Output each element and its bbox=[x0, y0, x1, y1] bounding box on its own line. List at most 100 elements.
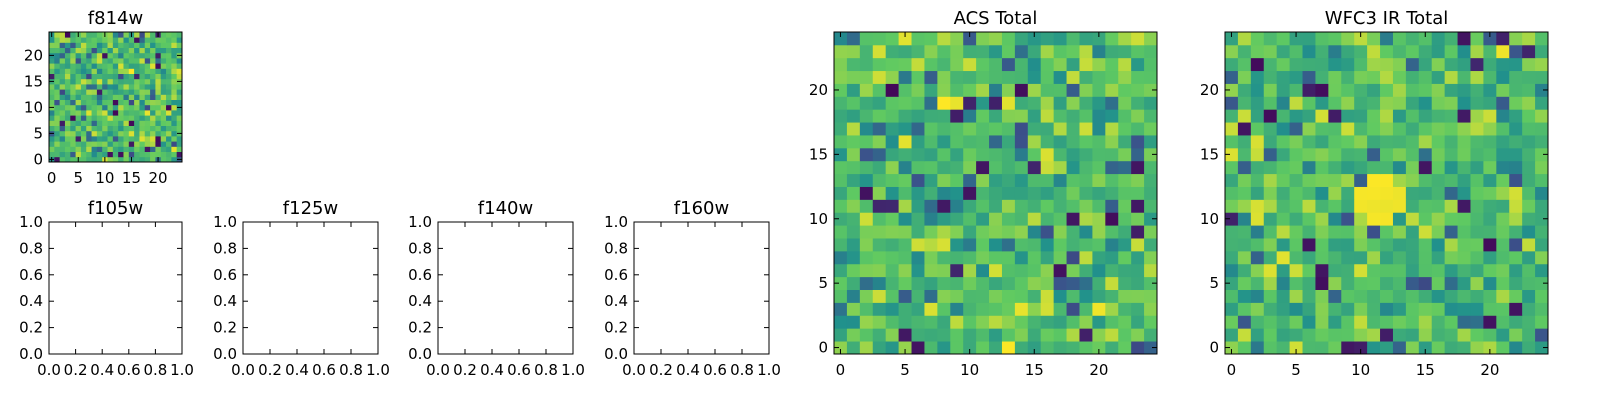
heatmap-cell bbox=[134, 58, 140, 64]
heatmap-cell bbox=[1302, 160, 1316, 175]
heatmap-cell bbox=[86, 110, 92, 116]
heatmap-cell bbox=[70, 151, 76, 158]
heatmap-cell bbox=[1144, 302, 1158, 316]
heatmap-cell bbox=[54, 73, 61, 80]
heatmap-cell bbox=[1263, 96, 1278, 110]
heatmap-cell bbox=[70, 84, 76, 90]
heatmap-cell bbox=[1444, 341, 1458, 355]
heatmap-cell bbox=[950, 109, 964, 123]
heatmap-cell bbox=[1328, 122, 1342, 136]
heatmap-cell bbox=[86, 99, 92, 106]
heatmap-cell bbox=[1535, 147, 1549, 162]
heatmap-cell bbox=[1457, 173, 1471, 187]
heatmap-cell bbox=[54, 99, 61, 106]
heatmap-cell bbox=[86, 125, 92, 132]
x-tick-label: 5 bbox=[73, 169, 83, 187]
heatmap-cell bbox=[123, 47, 130, 54]
heatmap-cell bbox=[1289, 83, 1303, 97]
heatmap-cell bbox=[1470, 147, 1484, 162]
heatmap-cell bbox=[1276, 225, 1290, 239]
heatmap-cell bbox=[1105, 44, 1119, 59]
heatmap-cell bbox=[1079, 173, 1093, 187]
heatmap-cell bbox=[1496, 96, 1510, 110]
heatmap-cell bbox=[1131, 109, 1145, 123]
heatmap-cell bbox=[1405, 32, 1420, 46]
heatmap-cell bbox=[1092, 225, 1106, 239]
heatmap-cell bbox=[123, 99, 130, 106]
heatmap-cell bbox=[1470, 212, 1484, 226]
heatmap-cell bbox=[1431, 160, 1446, 175]
heatmap-cell bbox=[1118, 57, 1132, 72]
heatmap-cell bbox=[107, 84, 114, 90]
heatmap-cell bbox=[1131, 96, 1145, 110]
heatmap-cell bbox=[1522, 341, 1536, 355]
heatmap-cell bbox=[1263, 160, 1278, 175]
heatmap-cell bbox=[96, 146, 103, 152]
heatmap-cell bbox=[937, 289, 951, 303]
heatmap-cell bbox=[54, 58, 61, 64]
heatmap-cell bbox=[1263, 250, 1278, 265]
y-tick-label: 10 bbox=[809, 210, 828, 228]
heatmap-cell bbox=[1418, 276, 1433, 290]
heatmap-cell bbox=[1079, 225, 1093, 239]
heatmap-cell bbox=[1118, 341, 1132, 355]
heatmap-cell bbox=[1066, 250, 1080, 265]
heatmap-cell bbox=[1483, 160, 1497, 175]
heatmap-cell bbox=[898, 276, 912, 290]
heatmap-cell bbox=[1066, 160, 1080, 175]
heatmap-cell bbox=[1367, 238, 1381, 252]
heatmap-cell bbox=[976, 96, 990, 110]
heatmap-cell bbox=[1418, 135, 1433, 149]
heatmap-cell bbox=[1276, 199, 1290, 213]
heatmap-cell bbox=[1066, 83, 1080, 97]
heatmap-cell bbox=[86, 58, 92, 64]
heatmap-cell bbox=[1431, 96, 1446, 110]
x-tick-label: 15 bbox=[1416, 361, 1435, 379]
heatmap-cell bbox=[1418, 83, 1433, 97]
heatmap-cell bbox=[134, 32, 140, 38]
heatmap-cell bbox=[1118, 44, 1132, 59]
heatmap-cell bbox=[123, 68, 130, 74]
y-tick-label: 0.8 bbox=[604, 239, 628, 257]
heatmap-cell bbox=[96, 130, 103, 137]
heatmap-cell bbox=[75, 115, 82, 121]
x-tick-label: 0.4 bbox=[285, 361, 309, 379]
heatmap-cell bbox=[950, 276, 964, 290]
heatmap-cell bbox=[1079, 315, 1093, 329]
heatmap-cell bbox=[128, 37, 135, 43]
heatmap-cell bbox=[1105, 147, 1119, 162]
heatmap-cell bbox=[950, 302, 964, 316]
heatmap-cell bbox=[1276, 276, 1290, 290]
heatmap-cell bbox=[1354, 250, 1368, 265]
heatmap-cell bbox=[846, 147, 861, 162]
heatmap-cell bbox=[176, 63, 183, 69]
heatmap-cell bbox=[1066, 147, 1080, 162]
heatmap-cell bbox=[1144, 250, 1158, 265]
heatmap-cell bbox=[834, 250, 848, 265]
heatmap-cell bbox=[1341, 250, 1355, 265]
heatmap-cell bbox=[1263, 44, 1278, 59]
heatmap-cell bbox=[1392, 70, 1407, 84]
x-tick-label: 0.0 bbox=[231, 361, 255, 379]
heatmap-cell bbox=[59, 78, 66, 85]
heatmap-cell bbox=[1040, 276, 1055, 290]
heatmap-cell bbox=[989, 96, 1003, 110]
heatmap-cell bbox=[1444, 173, 1458, 187]
heatmap-cell bbox=[1040, 212, 1055, 226]
y-tick-label: 1.0 bbox=[408, 213, 432, 231]
heatmap-cell bbox=[171, 47, 178, 54]
heatmap-cell bbox=[171, 120, 178, 126]
heatmap-cell bbox=[123, 78, 130, 85]
heatmap-cell bbox=[155, 125, 162, 132]
heatmap-cell bbox=[91, 73, 98, 80]
heatmap-cell bbox=[112, 99, 119, 106]
heatmap-cell bbox=[1522, 44, 1536, 59]
heatmap-cell bbox=[1405, 238, 1420, 252]
heatmap-cell bbox=[59, 47, 66, 54]
heatmap-cell bbox=[1105, 328, 1119, 342]
heatmap-cell bbox=[150, 146, 156, 152]
heatmap-cell bbox=[150, 151, 156, 158]
heatmap-cell bbox=[1354, 302, 1368, 316]
heatmap-cell bbox=[950, 212, 964, 226]
heatmap-cell bbox=[1250, 289, 1265, 303]
